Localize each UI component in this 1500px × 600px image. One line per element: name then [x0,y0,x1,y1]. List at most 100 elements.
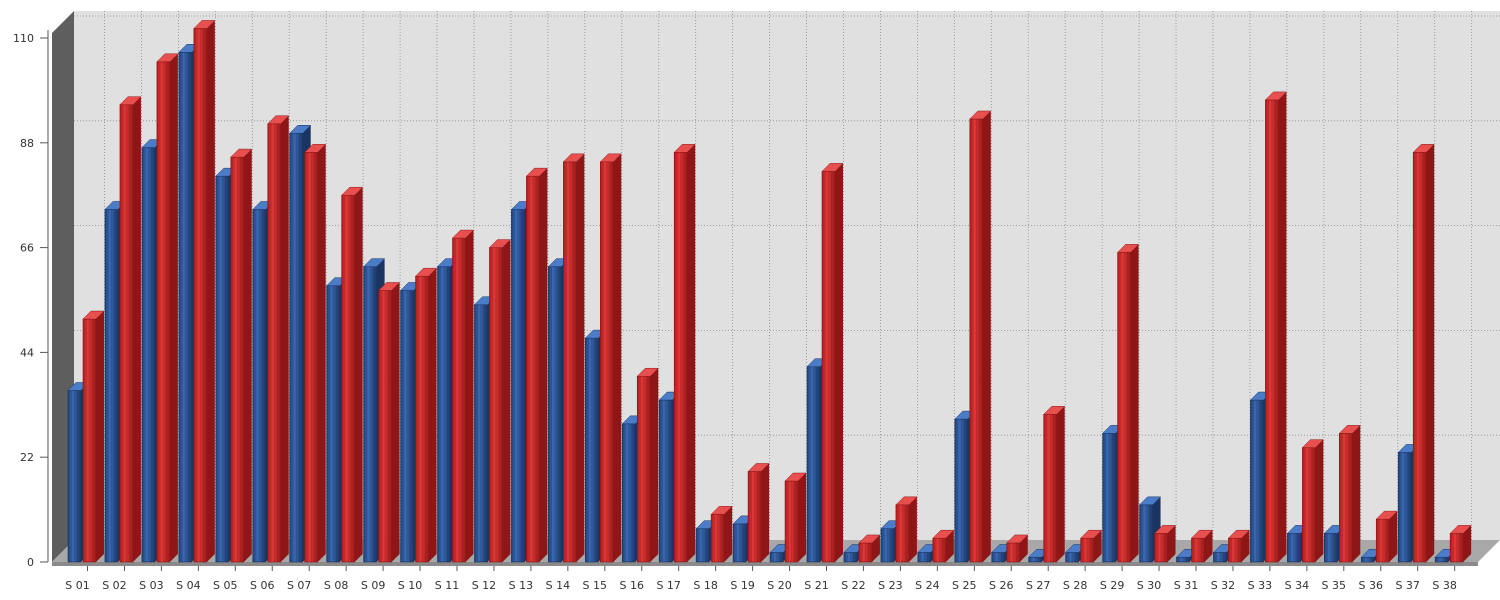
bar [267,115,290,563]
bar-top [377,282,401,291]
x-tick-label: S 29 [1100,579,1124,592]
x-tick-label: S 20 [767,579,791,592]
bar-side [465,230,474,562]
bar [636,367,659,563]
x-axis-ticks: S 01 S 02 S 03 S 04 S 05 S 06 S 07 S 08 S 09 S 10… [65,566,1457,592]
bar-top [414,267,438,277]
bar [488,239,512,563]
x-tick-label: S 33 [1248,579,1272,592]
bar-top [599,153,622,163]
bar-top [193,20,216,29]
bar-top [636,367,659,377]
bar [1080,529,1103,563]
bar-top [1116,244,1140,253]
bar [710,506,733,563]
y-tick-label: 0 [27,556,34,569]
bar [1043,406,1066,563]
x-tick-label: S 35 [1322,579,1346,592]
x-tick-label: S 25 [952,579,976,592]
x-tick-label: S 32 [1211,579,1235,592]
bar-top [1190,529,1214,539]
bar-side [835,163,843,562]
bar [1227,529,1251,563]
bar-top [1375,510,1398,520]
bar-side [945,530,954,562]
x-tick-label: S 04 [176,579,200,592]
bar [193,20,216,563]
x-tick-label: S 19 [730,579,754,592]
x-tick-label: S 10 [398,579,422,592]
bar-side [1352,425,1361,562]
gridlines [74,11,1500,540]
x-tick-label: S 14 [546,579,570,592]
x-tick-label: S 26 [989,579,1013,592]
bar-top [451,229,475,239]
bar [414,267,438,563]
x-tick-label: S 30 [1137,579,1161,592]
bar [1412,144,1435,563]
bar-top [230,148,253,158]
x-tick-label: S 07 [287,579,311,592]
bar-top [747,463,770,472]
x-tick-label: S 38 [1432,579,1456,592]
bar [1006,534,1029,563]
bar-top [1153,525,1177,534]
bar-side [687,144,696,562]
x-tick-label: S 24 [915,579,939,592]
bar-side [539,168,548,563]
bar [599,153,622,563]
y-tick-label: 44 [20,346,34,359]
bar-side [502,239,511,562]
bar-side [243,149,252,562]
x-tick-label: S 02 [102,579,126,592]
bar-side [1167,525,1176,562]
bar-side [1019,534,1028,562]
bar-side [761,463,770,562]
bar [451,229,475,563]
x-tick-label: S 23 [878,579,902,592]
bar-top [1449,525,1472,534]
bar-top [1006,534,1029,544]
bar [784,472,807,563]
bar-top [562,153,585,163]
bar-side [1204,530,1213,562]
bar-side [1315,439,1324,562]
bar-side [206,20,215,563]
x-tick-label: S 11 [435,579,459,592]
y-tick-label: 88 [20,137,34,150]
x-tick-label: S 34 [1285,579,1309,592]
bar-side [1130,244,1139,562]
bar-side [354,187,363,562]
floor-edge [52,562,1478,566]
bar-top [673,144,696,153]
bar-side [391,282,400,562]
bar-side [132,96,141,562]
bar-top [289,125,312,134]
x-tick-label: S 36 [1359,579,1383,592]
bar-top [1080,529,1103,539]
x-tick-label: S 15 [583,579,607,592]
bar-top [858,534,881,544]
bar-top [1264,91,1288,101]
x-tick-label: S 31 [1174,579,1198,592]
bar [82,310,105,563]
bar [1338,425,1361,563]
y-tick-label: 66 [20,242,34,255]
bar-top [341,186,364,196]
bar-side [1278,91,1287,562]
bar [1301,439,1324,563]
bar-side [1463,525,1472,562]
bar-side [1093,530,1102,562]
bar [562,153,585,563]
bar-side [317,144,326,562]
bar [858,534,881,563]
bar-top [525,167,549,177]
bar-side [576,153,585,562]
bar [932,529,955,563]
bar-side [982,110,991,563]
bar-top [82,310,105,320]
x-tick-label: S 18 [693,579,717,592]
bar [895,496,918,563]
x-tick-label: S 17 [656,579,680,592]
bar [304,144,327,563]
